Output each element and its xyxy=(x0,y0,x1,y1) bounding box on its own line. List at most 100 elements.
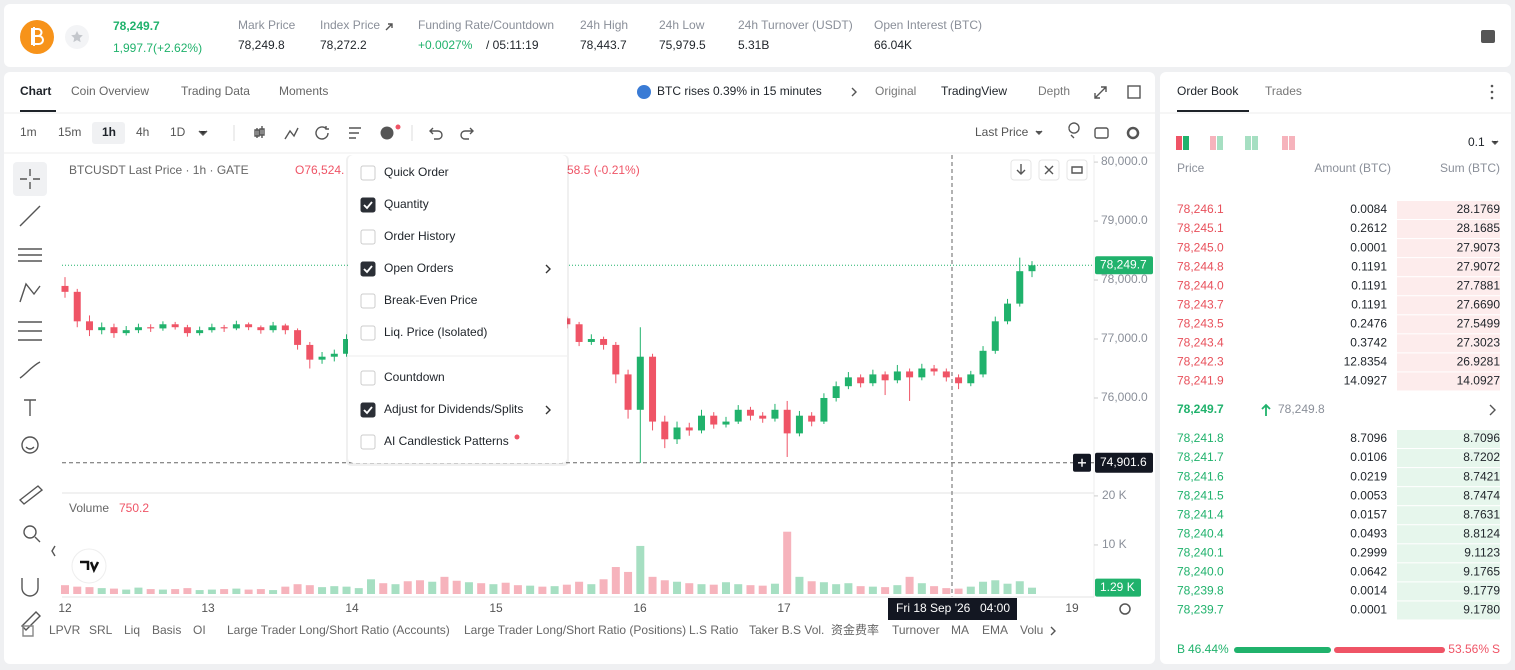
ob-price[interactable]: 78,241.9 xyxy=(1177,374,1224,388)
candle-body xyxy=(832,386,840,398)
indicator[interactable]: OI xyxy=(193,623,206,637)
indicator[interactable]: L.S Ratio xyxy=(689,623,739,637)
ob-price[interactable]: 78,241.4 xyxy=(1177,507,1224,521)
ob-view-icon[interactable] xyxy=(1282,136,1288,150)
view-tab[interactable]: Original xyxy=(875,84,916,98)
interval[interactable]: 1m xyxy=(20,125,37,139)
window-icon[interactable] xyxy=(1127,85,1141,99)
interval[interactable]: 15m xyxy=(58,125,81,139)
ob-amount: 0.0053 xyxy=(1350,488,1387,502)
volume-bar xyxy=(428,581,437,594)
indicator[interactable]: Large Trader Long/Short Ratio (Accounts) xyxy=(227,623,450,637)
y-tick-label: 80,000.0 xyxy=(1101,154,1148,168)
menu-checkbox[interactable] xyxy=(360,434,376,450)
menu-checkbox[interactable] xyxy=(360,197,376,213)
ob-tab[interactable]: Trades xyxy=(1265,84,1302,98)
ob-price[interactable]: 78,239.8 xyxy=(1177,584,1224,598)
menu-item[interactable]: Open Orders xyxy=(384,261,453,275)
candle-body xyxy=(685,427,693,431)
axis-settings[interactable] xyxy=(1119,603,1131,615)
volume-bar xyxy=(330,586,339,594)
menu-checkbox[interactable] xyxy=(360,165,376,181)
menu-checkbox[interactable] xyxy=(360,229,376,245)
indicator[interactable]: Liq xyxy=(124,623,140,637)
view-tab[interactable]: TradingView xyxy=(941,84,1007,98)
ob-price[interactable]: 78,241.5 xyxy=(1177,488,1224,502)
candle-body xyxy=(281,325,289,331)
menu-item[interactable]: AI Candlestick Patterns xyxy=(384,434,509,448)
ob-price[interactable]: 78,240.0 xyxy=(1177,565,1224,579)
chart-tab[interactable]: Coin Overview xyxy=(71,84,149,98)
ob-price[interactable]: 78,245.0 xyxy=(1177,240,1224,254)
volume-bar xyxy=(893,585,902,594)
drawing-tool xyxy=(19,282,41,303)
chart-tab[interactable]: Moments xyxy=(279,84,328,98)
ob-price[interactable]: 78,240.4 xyxy=(1177,526,1224,540)
ob-view-icon[interactable] xyxy=(1210,136,1216,150)
settings-icon[interactable] xyxy=(1126,126,1140,140)
ob-price[interactable]: 78,243.4 xyxy=(1177,336,1224,350)
ob-price[interactable]: 78,241.8 xyxy=(1177,431,1224,445)
ob-price[interactable]: 78,240.1 xyxy=(1177,545,1224,559)
ob-price[interactable]: 78,244.8 xyxy=(1177,259,1224,273)
ob-price[interactable]: 78,239.7 xyxy=(1177,603,1224,617)
ob-price[interactable]: 78,243.7 xyxy=(1177,297,1224,311)
menu-item[interactable]: Quantity xyxy=(384,197,429,211)
ob-tab-underline xyxy=(1177,110,1249,112)
camera-icon[interactable] xyxy=(1094,127,1109,139)
ob-view-icon[interactable] xyxy=(1176,136,1182,150)
ob-price[interactable]: 78,244.0 xyxy=(1177,278,1224,292)
ob-price[interactable]: 78,242.3 xyxy=(1177,355,1224,369)
interval[interactable]: 4h xyxy=(136,125,149,139)
menu-item[interactable]: Break-Even Price xyxy=(384,293,478,307)
ob-price[interactable]: 78,245.1 xyxy=(1177,221,1224,235)
ob-price[interactable]: 78,241.6 xyxy=(1177,469,1224,483)
menu-item[interactable]: Order History xyxy=(384,229,455,243)
menu-item[interactable]: Quick Order xyxy=(384,165,449,179)
indicator[interactable]: SRL xyxy=(89,623,113,637)
candle-body xyxy=(955,377,963,384)
indicator[interactable]: MA xyxy=(951,623,969,637)
ob-price[interactable]: 78,243.5 xyxy=(1177,316,1224,330)
menu-checkbox[interactable] xyxy=(360,261,376,277)
menu-checkbox[interactable] xyxy=(360,293,376,309)
indicator[interactable]: EMA xyxy=(982,623,1008,637)
candle-body xyxy=(893,371,901,381)
ob-price[interactable]: 78,241.7 xyxy=(1177,450,1224,464)
indicator[interactable]: Large Trader Long/Short Ratio (Positions… xyxy=(464,623,686,637)
candle-body xyxy=(722,421,730,425)
indicator[interactable]: 资金费率 xyxy=(831,622,879,637)
menu-checkbox[interactable] xyxy=(360,370,376,386)
indicator[interactable]: LPVR xyxy=(49,623,81,637)
ob-amount: 0.1191 xyxy=(1351,259,1387,273)
ob-precision[interactable]: 0.1 xyxy=(1468,135,1485,149)
price-source[interactable]: Last Price xyxy=(975,125,1029,139)
ob-col: Amount (BTC) xyxy=(1314,161,1391,175)
ob-tab[interactable]: Order Book xyxy=(1177,84,1239,98)
indicator[interactable]: Basis xyxy=(152,623,181,637)
indicator[interactable]: Taker B.S Vol. xyxy=(749,623,824,637)
candle-body xyxy=(918,368,926,378)
volume-bar xyxy=(807,581,816,594)
menu-item[interactable]: Liq. Price (Isolated) xyxy=(384,325,487,339)
menu-item[interactable]: Countdown xyxy=(384,370,445,384)
ob-view-icon[interactable] xyxy=(1245,136,1251,150)
indicator[interactable]: Turnover xyxy=(892,623,940,637)
stat-value: 5.31B xyxy=(738,38,769,52)
banner-text[interactable]: BTC rises 0.39% in 15 minutes xyxy=(657,84,822,98)
chart-tab[interactable]: Trading Data xyxy=(181,84,250,98)
interval[interactable]: 1h xyxy=(102,125,116,139)
volume-bar xyxy=(575,581,584,594)
menu-checkbox[interactable] xyxy=(360,402,376,418)
indicator[interactable]: Volu xyxy=(1020,623,1043,637)
view-tab[interactable]: Depth xyxy=(1038,84,1070,98)
ob-price[interactable]: 78,246.1 xyxy=(1177,202,1224,216)
volume-bar xyxy=(746,585,755,594)
chart-control[interactable] xyxy=(1066,159,1088,181)
interval[interactable]: 1D xyxy=(170,125,186,139)
menu-item[interactable]: Adjust for Dividends/Splits xyxy=(384,402,523,416)
chart-tab[interactable]: Chart xyxy=(20,84,51,98)
menu-checkbox[interactable] xyxy=(360,325,376,341)
add-dot xyxy=(395,124,401,130)
notes-button[interactable] xyxy=(1481,30,1495,43)
